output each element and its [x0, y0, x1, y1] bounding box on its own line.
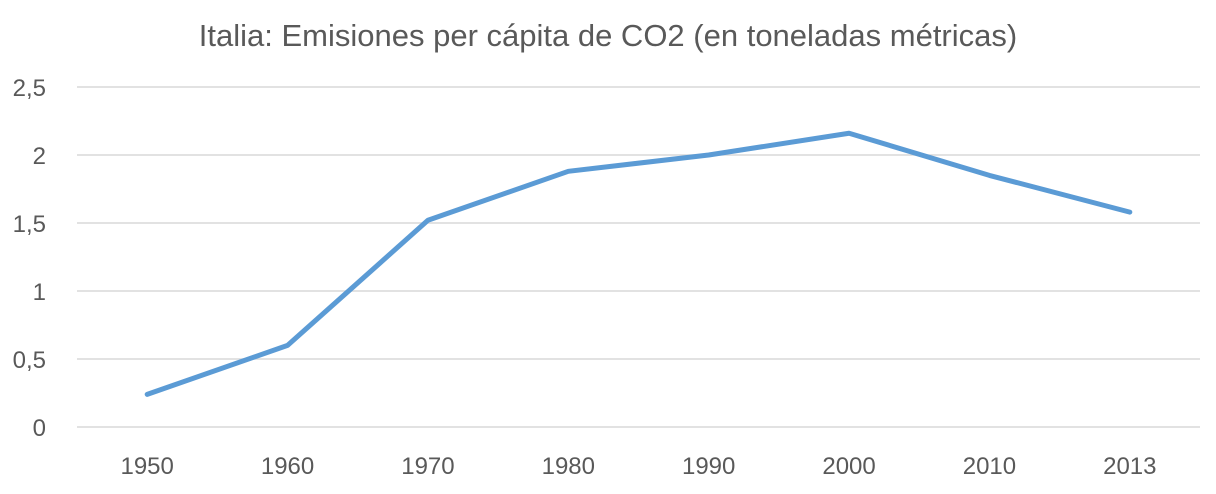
- x-tick-label: 1980: [542, 453, 595, 480]
- y-tick-label: 1,5: [13, 211, 46, 238]
- x-tick-label: 1950: [120, 453, 173, 480]
- y-tick-label: 1: [33, 279, 46, 306]
- y-tick-label: 2: [33, 143, 46, 170]
- x-tick-label: 1990: [682, 453, 735, 480]
- y-tick-label: 0: [33, 415, 46, 442]
- x-tick-label: 2013: [1103, 453, 1156, 480]
- x-tick-label: 2010: [963, 453, 1016, 480]
- chart-title: Italia: Emisiones per cápita de CO2 (en …: [199, 18, 1017, 53]
- y-tick-label: 2,5: [13, 75, 46, 102]
- y-tick-label: 0,5: [13, 347, 46, 374]
- x-tick-label: 1970: [401, 453, 454, 480]
- x-tick-label: 1960: [261, 453, 314, 480]
- series-line: [144, 130, 1133, 397]
- x-tick-label: 2000: [822, 453, 875, 480]
